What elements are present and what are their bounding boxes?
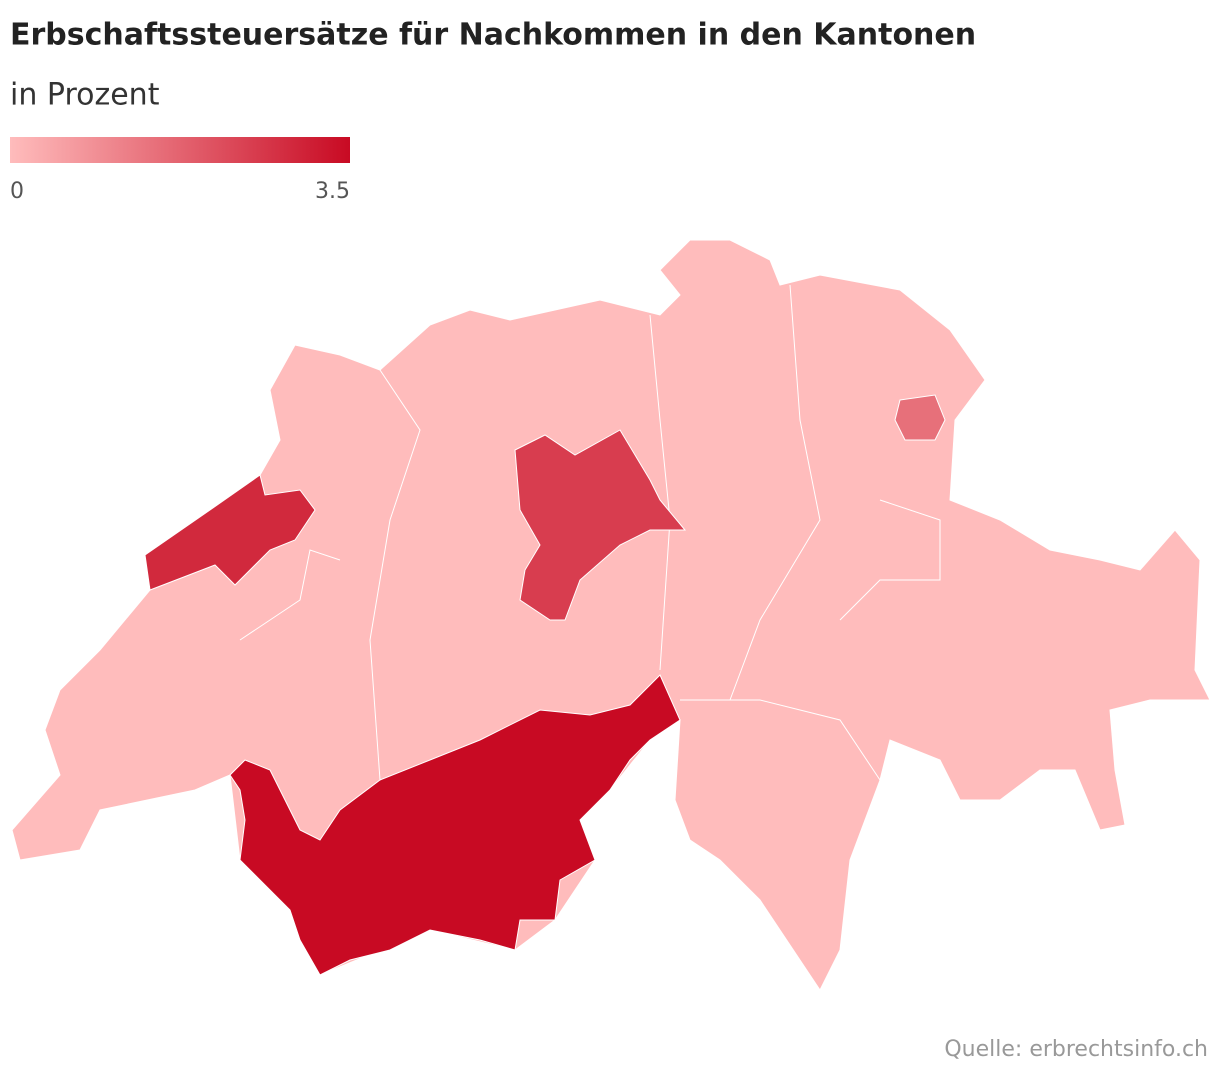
map (11, 239, 1211, 991)
canton (894, 394, 946, 441)
source: Quelle: erbrechtsinfo.ch (944, 1037, 1208, 1062)
chart-title: Erbschaftssteuersätze für Nachkommen in … (10, 18, 976, 53)
legend-max: 3.5 (315, 179, 350, 204)
legend-min: 0 (10, 179, 24, 204)
canton-rest (11, 239, 1211, 991)
canton-border (839, 499, 941, 621)
canton (514, 429, 687, 621)
canton-border (369, 369, 421, 781)
canton-border (239, 549, 341, 641)
legend-gradient (10, 137, 350, 163)
canton-border (729, 284, 821, 701)
canton-high (229, 674, 681, 976)
chart-subtitle: in Prozent (10, 78, 160, 113)
canton-border (649, 314, 671, 671)
canton (144, 474, 316, 591)
canton-border (680, 699, 881, 781)
